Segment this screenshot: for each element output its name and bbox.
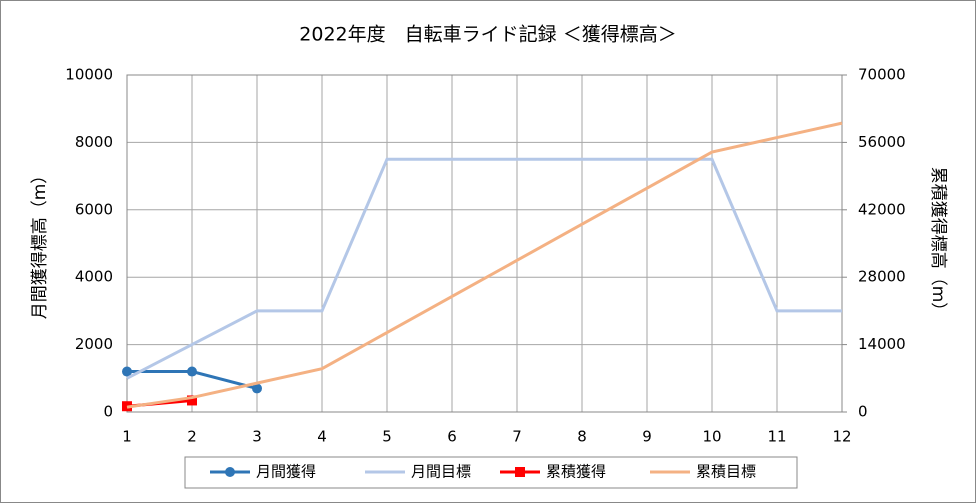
legend-label: 月間目標 bbox=[411, 463, 471, 481]
y2-tick-label: 56000 bbox=[858, 133, 906, 151]
legend-label: 月間獲得 bbox=[256, 463, 316, 481]
data-point bbox=[187, 395, 197, 406]
plot-border bbox=[126, 74, 843, 413]
legend-label: 累積目標 bbox=[696, 463, 756, 481]
y2-tick-label: 0 bbox=[858, 403, 868, 421]
y2-axis-label: 累積獲得標高（m） bbox=[928, 167, 948, 320]
series-line bbox=[126, 157, 842, 380]
y-tick-label: 4000 bbox=[75, 268, 113, 286]
series-line bbox=[126, 121, 843, 409]
y-axis-label: 月間獲得標高（m） bbox=[30, 167, 50, 320]
x-tick-label: 6 bbox=[447, 428, 457, 446]
y2-tick-label: 42000 bbox=[858, 200, 906, 218]
y-tick-label: 6000 bbox=[75, 200, 113, 218]
x-tick-label: 10 bbox=[702, 428, 721, 446]
x-tick-label: 9 bbox=[642, 428, 652, 446]
legend-box bbox=[184, 456, 798, 489]
y-tick-label: 8000 bbox=[75, 133, 113, 151]
data-point bbox=[187, 366, 197, 377]
y2-tick-label: 14000 bbox=[858, 335, 906, 353]
data-point bbox=[122, 366, 132, 377]
x-tick-label: 2 bbox=[187, 428, 197, 446]
x-tick-label: 1 bbox=[122, 428, 132, 446]
y2-tick-label: 28000 bbox=[858, 268, 906, 286]
x-tick-label: 7 bbox=[512, 428, 522, 446]
y-tick-label: 0 bbox=[103, 403, 113, 421]
x-tick-label: 4 bbox=[317, 428, 327, 446]
x-tick-label: 12 bbox=[832, 428, 851, 446]
x-tick-label: 3 bbox=[252, 428, 262, 446]
legend-marker bbox=[515, 467, 525, 477]
y-tick-label: 10000 bbox=[65, 66, 113, 84]
x-tick-label: 5 bbox=[382, 428, 392, 446]
x-tick-label: 8 bbox=[577, 428, 587, 446]
legend-label: 累積獲得 bbox=[546, 463, 606, 481]
y2-tick-label: 70000 bbox=[858, 66, 906, 84]
y-tick-label: 2000 bbox=[75, 335, 113, 353]
legend-marker bbox=[225, 467, 235, 477]
chart-title: 2022年度 自転車ライド記録 ＜獲得標高＞ bbox=[299, 24, 676, 46]
x-tick-label: 11 bbox=[767, 428, 786, 446]
data-point bbox=[252, 383, 262, 394]
